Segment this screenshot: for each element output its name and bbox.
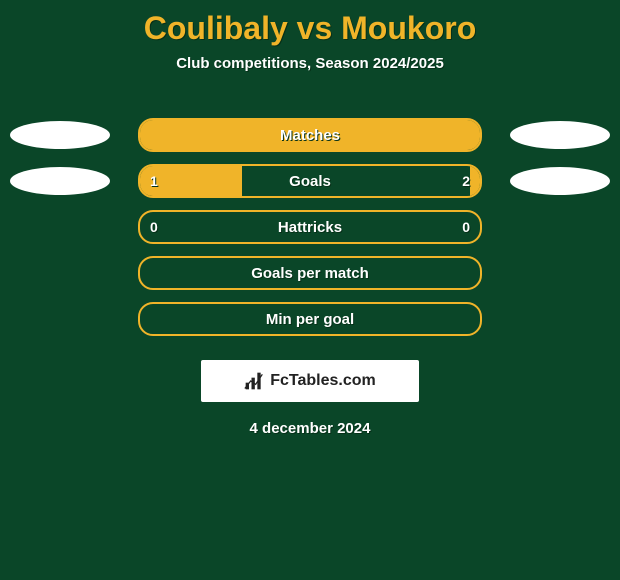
stat-bar: Matches — [138, 118, 482, 152]
date-text: 4 december 2024 — [0, 420, 620, 437]
stat-bar: Min per goal — [138, 302, 482, 336]
stat-bar: Goals1 2 — [138, 164, 482, 198]
stat-bar: Hattricks0 0 — [138, 210, 482, 244]
stat-value-right: 0 — [462, 212, 470, 242]
stat-row: Goals per match — [0, 250, 620, 296]
stat-value-left: 0 — [150, 212, 158, 242]
stat-label: Goals — [140, 166, 480, 196]
bar-chart-icon — [244, 371, 264, 391]
stat-label: Hattricks — [140, 212, 480, 242]
stat-row: Goals1 2 — [0, 158, 620, 204]
stat-row: Matches — [0, 112, 620, 158]
stats-rows: Matches Goals1 2 Hattricks0 0 Goals per match… — [0, 112, 620, 342]
logo-text: FcTables.com — [270, 372, 376, 390]
page-title: Coulibaly vs Moukoro — [0, 0, 620, 47]
player-left-ellipse — [10, 167, 110, 195]
player-right-ellipse — [510, 167, 610, 195]
source-logo: FcTables.com — [201, 360, 419, 402]
stat-label: Matches — [140, 120, 480, 150]
stat-bar: Goals per match — [138, 256, 482, 290]
player-left-ellipse — [10, 121, 110, 149]
page-subtitle: Club competitions, Season 2024/2025 — [0, 55, 620, 72]
stat-row: Min per goal — [0, 296, 620, 342]
stat-value-right: 2 — [462, 166, 470, 196]
stat-row: Hattricks0 0 — [0, 204, 620, 250]
stat-label: Min per goal — [140, 304, 480, 334]
player-right-ellipse — [510, 121, 610, 149]
comparison-infographic: Coulibaly vs Moukoro Club competitions, … — [0, 0, 620, 580]
stat-label: Goals per match — [140, 258, 480, 288]
stat-value-left: 1 — [150, 166, 158, 196]
